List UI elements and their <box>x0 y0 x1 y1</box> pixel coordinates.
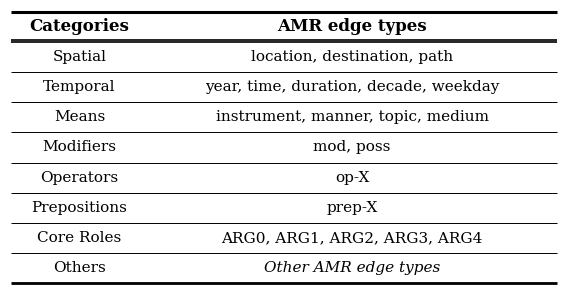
Text: Others: Others <box>53 261 106 275</box>
Text: Core Roles: Core Roles <box>37 231 122 245</box>
Text: Operators: Operators <box>40 171 119 185</box>
Text: Modifiers: Modifiers <box>43 140 116 154</box>
Text: Means: Means <box>54 110 105 124</box>
Text: Spatial: Spatial <box>52 50 107 64</box>
Text: instrument, manner, topic, medium: instrument, manner, topic, medium <box>216 110 488 124</box>
Text: Categories: Categories <box>30 18 130 35</box>
Text: Temporal: Temporal <box>43 80 116 94</box>
Text: AMR edge types: AMR edge types <box>277 18 427 35</box>
Text: ARG0, ARG1, ARG2, ARG3, ARG4: ARG0, ARG1, ARG2, ARG3, ARG4 <box>222 231 483 245</box>
Text: prep-X: prep-X <box>327 201 378 215</box>
Text: year, time, duration, decade, weekday: year, time, duration, decade, weekday <box>205 80 499 94</box>
Text: Prepositions: Prepositions <box>32 201 127 215</box>
Text: mod, poss: mod, poss <box>314 140 391 154</box>
Text: op-X: op-X <box>335 171 369 185</box>
Text: location, destination, path: location, destination, path <box>251 50 453 64</box>
Text: Other AMR edge types: Other AMR edge types <box>264 261 440 275</box>
